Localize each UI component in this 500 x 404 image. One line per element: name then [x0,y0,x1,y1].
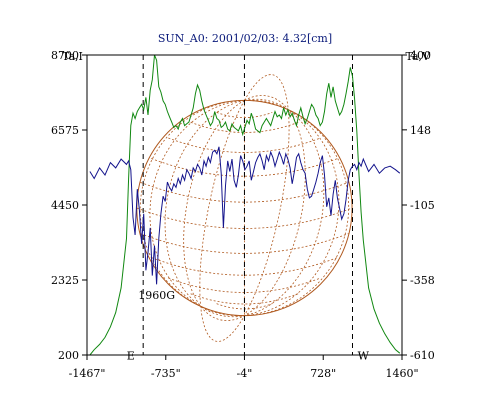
x-tick-label: 728" [310,367,336,380]
annotation-label: W [358,350,370,363]
x-tick-label: -1467" [69,367,106,380]
annotation-label: E [127,350,135,363]
left-axis-label: Ta,I [62,50,83,63]
latitude-line [136,207,353,229]
annotation-label: 1960G [138,289,175,302]
y-left-tick-label: 2325 [51,274,79,287]
latitude-line [168,137,321,153]
x-tick-label: -735" [151,367,181,380]
longitude-line [244,95,306,316]
longitude-line [149,99,245,317]
longitude-line [164,99,245,318]
vertical-markers [142,55,353,355]
longitude-line [244,99,340,317]
y-left-tick-label: 8700 [51,49,79,62]
longitude-line [244,74,290,316]
latitude-line [190,121,299,133]
latitude-line [140,182,349,203]
annotations: E W 1960G [127,289,370,363]
y-right-tick-label: -105 [410,199,435,212]
y-left-tick-label: 4450 [51,199,79,212]
longitude-line [139,99,245,317]
latitude-line [140,233,349,254]
longitude-line [244,99,350,317]
series-line-0 [89,54,401,356]
y-right-tick-label: -610 [410,349,435,362]
axis-ticks: -1467" -735" -4" 728" 1460" 200 2325 4450 6575 87… [51,49,435,380]
longitude-line [183,100,245,321]
longitude-line [244,98,325,317]
series-line-1 [89,146,401,285]
latitude-line [190,293,299,305]
series-group [89,54,401,356]
y-right-tick-label: 400 [410,49,431,62]
y-left-tick-label: 200 [58,349,79,362]
y-right-tick-label: -358 [410,274,435,287]
chart-title: SUN_A0: 2001/02/03: 4.32[cm] [158,32,332,45]
y-left-tick-label: 6575 [51,124,79,137]
x-tick-label: 1460" [385,367,418,380]
y-right-tick-label: 148 [410,124,431,137]
right-axis-label: Ta,V [406,50,432,63]
longitude-line [199,100,245,342]
x-tick-label: -4" [237,367,253,380]
